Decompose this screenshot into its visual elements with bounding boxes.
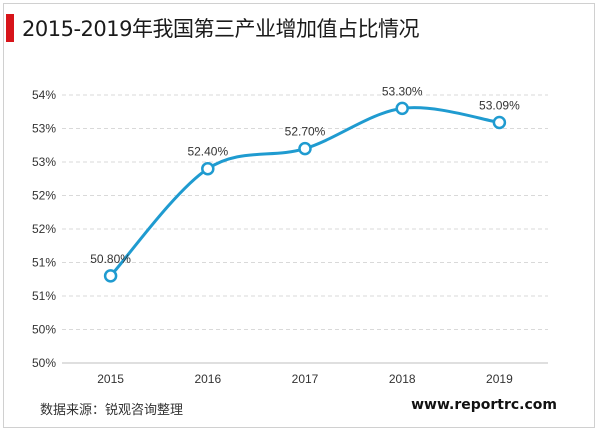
y-tick-label: 50%	[32, 323, 56, 337]
data-point	[492, 115, 507, 130]
chart-frame	[3, 3, 595, 428]
series-layer	[103, 101, 507, 283]
data-label: 53.09%	[479, 98, 520, 112]
data-label: 52.40%	[187, 145, 228, 159]
y-tick-label: 53%	[32, 155, 56, 169]
y-tick-label: 50%	[32, 356, 56, 370]
x-tick-label: 2017	[292, 372, 319, 386]
website-watermark: www.reportrc.com	[411, 397, 557, 413]
source-note: 数据来源：锐观咨询整理	[40, 403, 184, 418]
y-tick-label: 52%	[32, 189, 56, 203]
data-point	[103, 269, 118, 283]
data-point	[395, 101, 409, 116]
x-tick-label: 2018	[389, 372, 416, 386]
x-tick-label: 2015	[97, 372, 124, 386]
y-axis-ticks: 50% 50% 51% 51% 52% 52% 53% 53% 54%	[32, 88, 56, 370]
y-tick-label: 51%	[32, 256, 56, 270]
data-labels: 50.80% 52.40% 52.70% 53.30% 53.09%	[90, 84, 520, 266]
data-label: 53.30%	[382, 84, 423, 98]
data-point	[298, 141, 312, 156]
y-tick-label: 52%	[32, 222, 56, 236]
y-tick-label: 54%	[32, 88, 56, 102]
data-label: 52.70%	[285, 125, 326, 139]
x-axis-ticks: 2015 2016 2017 2018 2019	[97, 372, 513, 386]
title-accent-bar	[6, 14, 14, 42]
data-point	[201, 161, 215, 176]
x-tick-label: 2016	[194, 372, 221, 386]
chart-title: 2015-2019年我国第三产业增加值占比情况	[22, 17, 419, 41]
x-tick-label: 2019	[486, 372, 513, 386]
data-label: 50.80%	[90, 252, 131, 266]
y-tick-label: 51%	[32, 289, 56, 303]
y-tick-label: 53%	[32, 122, 56, 136]
grid-layer	[62, 94, 548, 364]
